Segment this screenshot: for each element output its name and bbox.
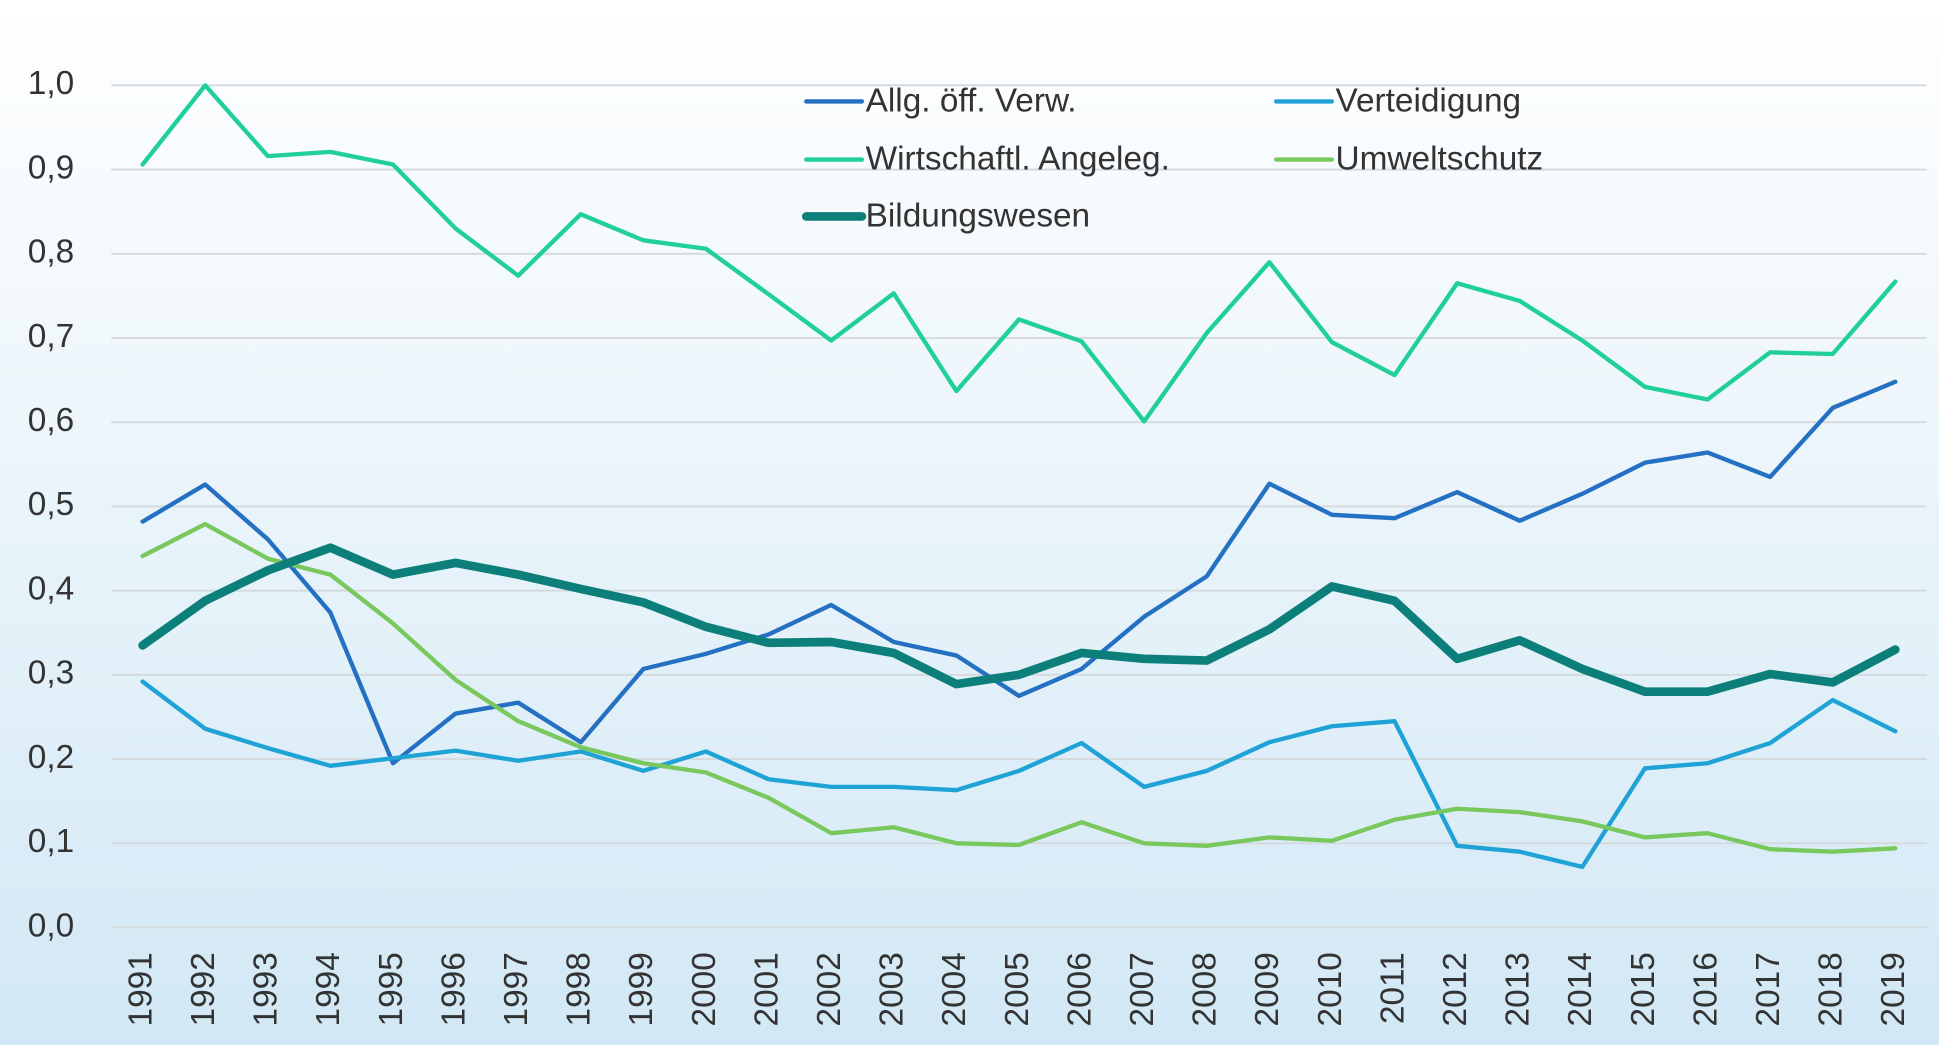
x-tick-label: 2004 (936, 952, 973, 1026)
x-tick-label: 1994 (310, 952, 347, 1026)
x-tick-label: 2000 (686, 952, 723, 1026)
y-tick-label: 0,8 (28, 234, 74, 271)
legend-label: Umweltschutz (1336, 141, 1544, 178)
x-tick-label: 1997 (498, 952, 535, 1026)
x-tick-label: 2010 (1312, 952, 1349, 1026)
x-tick-label: 2005 (999, 952, 1036, 1026)
data-line (140, 521, 1898, 854)
x-tick-label: 2015 (1625, 952, 1662, 1026)
legend-label: Wirtschaftl. Angeleg. (866, 141, 1170, 178)
data-line (140, 679, 1898, 870)
y-tick-label: 0,0 (28, 907, 74, 944)
x-tick-label: 1999 (623, 952, 660, 1026)
data-line (140, 83, 1898, 424)
y-tick-label: 0,9 (28, 149, 74, 186)
y-tick-label: 1,0 (28, 65, 74, 102)
x-tick-label: 2019 (1875, 952, 1912, 1026)
x-tick-label: 2013 (1500, 952, 1537, 1026)
x-tick-label: 2003 (874, 952, 911, 1026)
y-tick-label: 0,5 (28, 486, 74, 523)
x-tick-label: 2014 (1562, 952, 1599, 1026)
y-tick-label: 0,4 (28, 570, 74, 607)
x-tick-label: 2016 (1687, 952, 1724, 1026)
x-tick-label: 2007 (1124, 952, 1161, 1026)
x-tick-label: 1993 (248, 952, 285, 1026)
x-tick-label: 2009 (1249, 952, 1286, 1026)
x-tick-label: 2018 (1813, 952, 1850, 1026)
x-tick-label: 2002 (811, 952, 848, 1026)
x-tick-label: 2011 (1374, 952, 1411, 1024)
y-tick-label: 0,1 (28, 823, 74, 860)
legend-label: Allg. öff. Verw. (866, 82, 1077, 119)
y-tick-label: 0,2 (28, 739, 74, 776)
x-tick-label: 2001 (748, 952, 785, 1026)
y-tick-label: 0,6 (28, 402, 74, 439)
data-line (140, 379, 1898, 766)
x-tick-label: 1991 (122, 952, 159, 1026)
x-tick-label: 2008 (1187, 952, 1224, 1026)
legend-label: Bildungswesen (866, 197, 1090, 234)
x-tick-label: 2017 (1750, 952, 1787, 1026)
y-tick-label: 0,3 (28, 655, 74, 692)
x-tick-label: 1992 (185, 952, 222, 1026)
x-tick-label: 2006 (1061, 952, 1098, 1026)
x-tick-label: 1998 (561, 952, 598, 1026)
x-tick-label: 2012 (1437, 952, 1474, 1026)
legend-label: Verteidigung (1336, 82, 1522, 119)
y-tick-label: 0,7 (28, 318, 74, 355)
x-tick-label: 1996 (435, 952, 472, 1026)
data-line (138, 543, 1900, 697)
x-tick-label: 1995 (373, 952, 410, 1026)
